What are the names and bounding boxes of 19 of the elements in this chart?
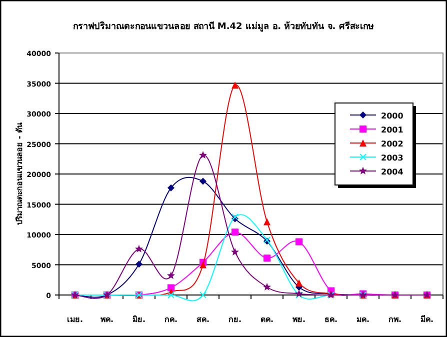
legend-label: 2000 bbox=[381, 112, 404, 120]
legend-label: 2001 bbox=[381, 126, 404, 134]
x-tick-label: มิย. bbox=[132, 315, 146, 324]
x-tick-label: เมย. bbox=[66, 315, 84, 324]
x-tick-label: สค. bbox=[196, 315, 210, 324]
x-tick-label: มีค. bbox=[420, 314, 434, 324]
x-tick-label: กค. bbox=[164, 315, 178, 324]
x-tick-label: กย. bbox=[228, 315, 242, 324]
x-tick-label: พค. bbox=[100, 315, 114, 324]
y-axis-title: ปริมาณตะกอนแขวนลอย - ตัน bbox=[15, 122, 24, 225]
legend-label: 2003 bbox=[381, 154, 404, 162]
legend-label: 2002 bbox=[381, 140, 404, 148]
x-tick-label: ตค. bbox=[260, 315, 274, 324]
chart-title: กราฟปริมาณตะกอนแขวนลอย สถานี M.42 แม่มูล อ. ห้วยทับทัน จ. ศรีสะเกษ bbox=[73, 21, 374, 32]
x-tick-label: พย. bbox=[292, 315, 306, 324]
x-tick-label: กพ. bbox=[388, 315, 402, 324]
x-tick-label: ธค. bbox=[324, 315, 338, 324]
x-tick-label: มค. bbox=[356, 315, 370, 324]
legend-label: 2004 bbox=[381, 168, 404, 176]
